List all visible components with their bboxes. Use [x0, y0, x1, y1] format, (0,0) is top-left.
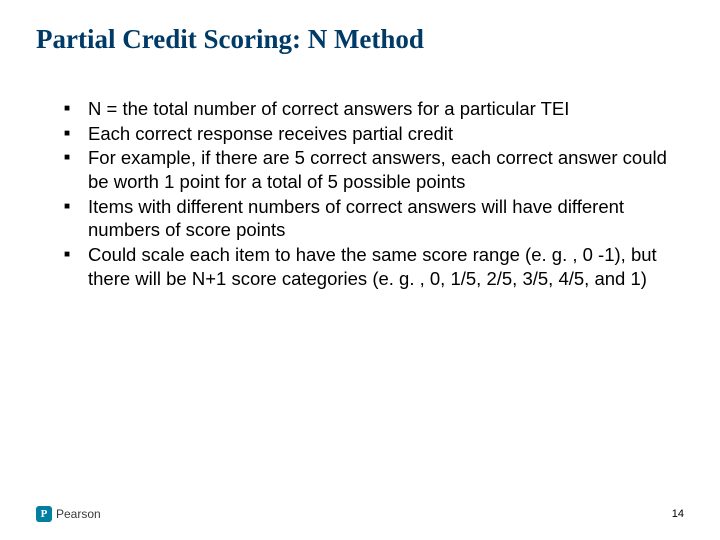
pearson-logo: P Pearson [36, 506, 101, 522]
logo-text: Pearson [56, 507, 101, 521]
bullet-list: N = the total number of correct answers … [36, 97, 684, 290]
list-item: Each correct response receives partial c… [64, 122, 684, 146]
logo-mark-icon: P [36, 506, 52, 522]
list-item: Could scale each item to have the same s… [64, 243, 684, 290]
list-item: For example, if there are 5 correct answ… [64, 146, 684, 193]
list-item: Items with different numbers of correct … [64, 195, 684, 242]
page-number: 14 [672, 508, 684, 520]
footer: P Pearson 14 [36, 506, 684, 522]
slide: Partial Credit Scoring: N Method N = the… [0, 0, 720, 540]
list-item: N = the total number of correct answers … [64, 97, 684, 121]
slide-title: Partial Credit Scoring: N Method [36, 24, 684, 55]
